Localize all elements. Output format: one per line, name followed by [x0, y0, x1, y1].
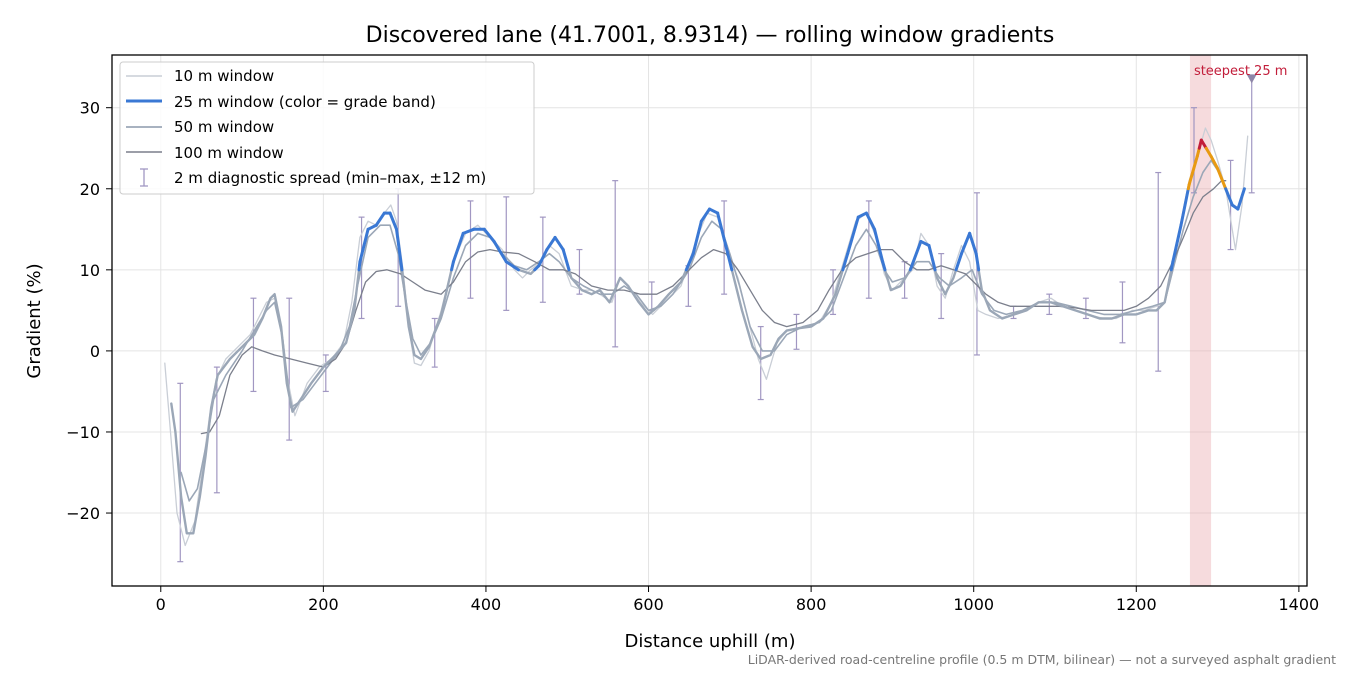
series-segment-25m [699, 207, 711, 223]
spread-errorbar [286, 297, 293, 441]
x-tick-label: 1000 [953, 595, 994, 614]
x-axis-label: Distance uphill (m) [625, 631, 796, 652]
series-segment-25m [366, 223, 378, 231]
series-segment-25m [1171, 223, 1183, 264]
spread-errorbar [793, 313, 800, 350]
legend-label-25m: 25 m window (color = grade band) [174, 93, 436, 111]
series-segment-25m [724, 244, 734, 272]
spread-errorbar [612, 180, 619, 348]
series-segment-25m [561, 248, 571, 272]
series-segment-25m [1216, 166, 1228, 191]
spread-errorbar [648, 281, 655, 311]
legend-label-50m: 50 m window [174, 118, 274, 136]
chart-title: Discovered lane (41.7001, 8.9314) — roll… [366, 23, 1055, 48]
y-tick-label: −10 [66, 423, 100, 442]
x-tick-label: 400 [471, 595, 502, 614]
y-tick-label: 20 [80, 180, 100, 199]
series-line-25m-base [170, 138, 1246, 535]
series-segment-25m [846, 215, 860, 256]
axes-frame [111, 54, 1308, 587]
series-segment-25m [492, 239, 508, 264]
plot-area: steepest 25 m [164, 55, 1287, 586]
y-tick-label: 30 [80, 99, 100, 118]
series-segment-25m [1224, 187, 1234, 207]
series-segment-25m [545, 235, 557, 252]
spread-errorbar [1227, 159, 1234, 251]
series-segment-25m [358, 227, 370, 264]
legend-box [119, 61, 535, 195]
series-segment-25m [881, 260, 887, 272]
series-segment-25m [553, 235, 565, 252]
spread-errorbar [467, 200, 474, 299]
legend-label-100m: 100 m window [174, 144, 284, 162]
series-segment-25m [919, 239, 931, 248]
x-tick-label: 1400 [1279, 595, 1320, 614]
spread-errorbar [757, 325, 764, 401]
series-segment-25m [1204, 146, 1213, 158]
x-tick-label: 0 [156, 595, 166, 614]
axis-ticks: 0 200 400 600 800 1000 1200 1400 −20 −10 0 10 20 30 [66, 99, 1319, 614]
series-segment-25m [1236, 187, 1246, 211]
series-segment-25m [461, 227, 476, 235]
series-segment-25m [691, 219, 703, 256]
legend-swatch-spread [140, 168, 148, 187]
legend: 10 m window 25 m window (color = grade b… [119, 61, 535, 195]
series-segment-25m [927, 244, 937, 272]
series-segment-25m [856, 211, 868, 219]
series-segment-25m [1199, 138, 1208, 150]
series-segment-25m [388, 211, 399, 231]
series-segment-25m [1179, 187, 1190, 227]
series-segment-25m [716, 211, 728, 248]
series-segment-25m [537, 248, 549, 268]
steepest-highlight-band [1189, 55, 1212, 586]
x-tick-label: 600 [633, 595, 664, 614]
series-segment-25m [482, 227, 496, 243]
steepest-marker-triangle [1246, 74, 1257, 84]
legend-label-10m: 10 m window [174, 67, 274, 85]
spread-errorbar [322, 354, 329, 393]
spread-errorbar [1119, 281, 1126, 344]
series-line-2 [180, 159, 1227, 502]
spread-errorbar [973, 192, 980, 356]
x-tick-label: 800 [796, 595, 827, 614]
series-segment-25m [974, 252, 981, 272]
series-segment-25m [960, 231, 972, 256]
footnote: LiDAR-derived road-centreline profile (0… [748, 652, 1336, 667]
x-tick-label: 200 [308, 595, 339, 614]
legend-label-spread: 2 m diagnostic spread (min–max, ±12 m) [174, 169, 486, 187]
series-segment-25m [395, 227, 404, 272]
spread-errorbar [721, 200, 728, 295]
series-segment-25m [374, 211, 386, 227]
spread-errorbar [177, 382, 184, 563]
grid [112, 55, 1307, 586]
spread-errorbar [503, 196, 510, 311]
spread-errorbar [213, 366, 220, 494]
series-segment-25m [873, 227, 885, 264]
y-tick-label: 0 [90, 342, 100, 361]
steepest-label: steepest 25 m [1194, 64, 1287, 79]
y-tick-label: 10 [80, 261, 100, 280]
y-tick-label: −20 [66, 504, 100, 523]
series-segment-25m [968, 231, 978, 256]
spread-errorbar [250, 297, 257, 393]
y-axis-label: Gradient (%) [24, 263, 45, 378]
series-segment-25m [684, 252, 695, 272]
series-segment-25m [908, 239, 923, 272]
series-segment-25m [1187, 154, 1199, 187]
spread-errorbar [1046, 293, 1053, 316]
series-segment-25m [708, 207, 720, 215]
spread-errorbar [431, 317, 438, 368]
series-segment-25m [954, 252, 964, 272]
series-segment-25m [841, 252, 850, 272]
series-segment-25m [864, 211, 877, 231]
series-segment-25m [1209, 154, 1220, 170]
x-tick-label: 1200 [1116, 595, 1157, 614]
spread-errorbar [1155, 171, 1162, 372]
series-segment-25m [451, 231, 465, 264]
series-segment-25m [504, 260, 520, 272]
